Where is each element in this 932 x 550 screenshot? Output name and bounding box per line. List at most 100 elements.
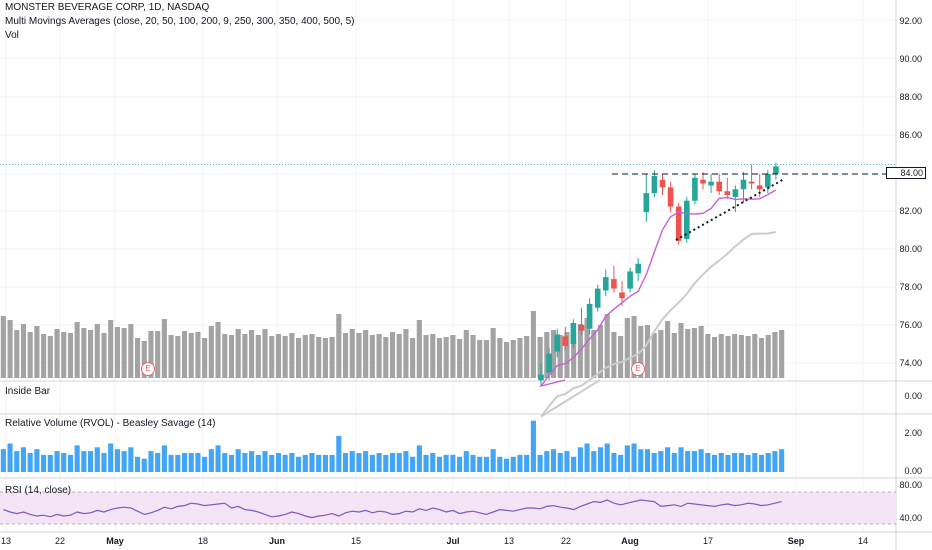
x-axis-label: 14 xyxy=(857,536,869,546)
volume-bar xyxy=(275,334,281,378)
rvol-bar xyxy=(450,454,456,472)
volume-bar xyxy=(604,314,610,378)
rvol-bar xyxy=(591,451,597,472)
rvol-bar xyxy=(114,449,120,472)
volume-bar xyxy=(148,331,154,378)
candle-body xyxy=(675,206,682,241)
volume-bar xyxy=(624,318,630,378)
volume-bar xyxy=(235,329,241,378)
rvol-bar xyxy=(202,456,208,472)
volume-bar xyxy=(530,311,536,378)
rvol-bar xyxy=(94,447,100,472)
rvol-bar xyxy=(34,449,40,472)
volume-bar xyxy=(457,339,463,378)
rvol-bar xyxy=(369,454,375,472)
rvol-bar xyxy=(389,453,396,472)
rvol-bar xyxy=(255,454,261,472)
rvol-bar xyxy=(725,454,731,472)
volume-bar xyxy=(584,318,590,378)
volume-bar xyxy=(88,330,94,378)
volume-bar xyxy=(758,338,765,378)
rvol-bar xyxy=(88,451,94,472)
rvol-bar xyxy=(228,454,235,472)
candle-body xyxy=(643,193,650,213)
volume-bar xyxy=(738,335,744,378)
rsi-label: RSI (14, close) xyxy=(5,485,72,496)
price-tick: 86.00 xyxy=(899,130,922,140)
rvol-bar xyxy=(108,443,114,472)
rvol-bar xyxy=(349,451,355,472)
volume-bar xyxy=(249,330,255,378)
rvol-bar xyxy=(242,453,248,472)
volume-bar xyxy=(74,322,80,378)
earnings-marker[interactable]: E xyxy=(631,362,645,376)
volume-bar xyxy=(383,337,389,378)
volume-bar xyxy=(685,329,691,378)
earnings-marker[interactable]: E xyxy=(141,362,155,376)
rvol-bar xyxy=(342,453,349,472)
rvol-bar xyxy=(665,447,671,472)
x-axis-label: 17 xyxy=(702,536,714,546)
volume-bar xyxy=(779,330,785,378)
candle-body xyxy=(659,179,666,188)
x-axis-label: 13 xyxy=(0,536,12,546)
rvol-bar xyxy=(215,445,221,472)
rvol-bar xyxy=(27,453,33,472)
volume-bar xyxy=(282,336,288,378)
volume-bar xyxy=(121,328,127,378)
rvol-bar xyxy=(282,454,288,472)
volume-bar xyxy=(161,319,167,378)
rvol-bar xyxy=(779,449,785,472)
rvol-bar xyxy=(517,454,523,472)
volume-bar xyxy=(463,330,469,378)
volume-bar xyxy=(416,320,422,378)
rvol-bar xyxy=(504,458,510,472)
volume-bar xyxy=(289,333,295,378)
volume-bar xyxy=(591,330,597,378)
candle-body xyxy=(546,353,552,373)
volume-bar xyxy=(94,324,100,378)
volume-bar xyxy=(262,329,268,378)
rsi-tick: 40.00 xyxy=(899,513,922,523)
price-tick: 74.00 xyxy=(899,358,922,368)
candle-body xyxy=(594,288,601,308)
volume-bar xyxy=(410,338,416,378)
volume-bar xyxy=(376,334,382,378)
rsi-band xyxy=(0,492,896,524)
rvol-bar xyxy=(638,449,644,472)
rvol-bar xyxy=(524,454,530,472)
volume-bar xyxy=(483,340,489,378)
volume-bar xyxy=(711,337,718,378)
volume-bar xyxy=(81,328,87,378)
candle-body xyxy=(740,179,747,190)
volume-bar xyxy=(349,329,355,378)
volume-bar xyxy=(537,337,543,378)
x-axis-label: 13 xyxy=(503,536,515,546)
volume-bar xyxy=(20,324,27,378)
volume-bar xyxy=(54,329,60,378)
volume-bar xyxy=(296,338,302,378)
rvol-bar xyxy=(302,454,308,472)
candle-body xyxy=(700,179,706,184)
x-axis-label: 18 xyxy=(197,536,209,546)
candle-body xyxy=(538,374,544,381)
volume-bar xyxy=(765,335,771,378)
rvol-bar xyxy=(54,451,60,472)
rvol-bar xyxy=(436,456,443,472)
x-axis-label: May xyxy=(106,536,124,546)
volume-bar xyxy=(430,334,436,378)
candle-body xyxy=(708,181,714,186)
rising-trendline xyxy=(675,178,785,241)
x-axis-label: 22 xyxy=(54,536,66,546)
rvol-bar xyxy=(41,454,47,472)
volume-bar xyxy=(618,336,624,378)
rvol-bar xyxy=(329,454,335,472)
volume-bar xyxy=(389,332,396,378)
rvol-bar xyxy=(181,453,188,472)
volume-bar xyxy=(752,334,758,378)
rvol-bar xyxy=(510,456,516,472)
inside-bar-tick: 0.00 xyxy=(904,391,922,401)
volume-bar xyxy=(202,338,208,378)
